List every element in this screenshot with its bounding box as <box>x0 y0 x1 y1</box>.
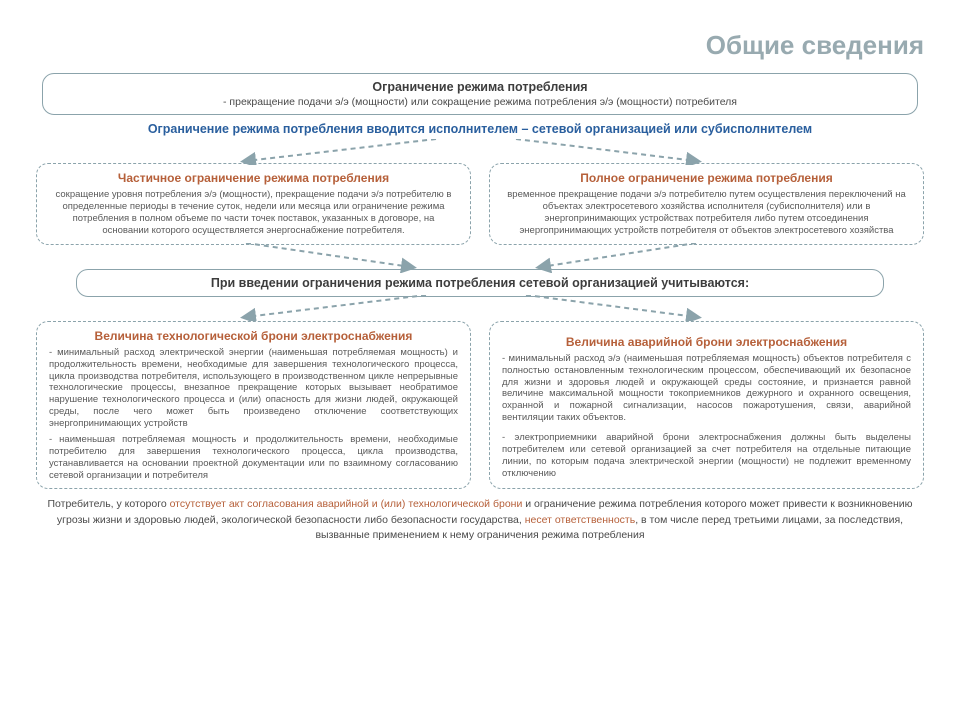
footer-note: Потребитель, у которого отсутствует акт … <box>36 497 924 543</box>
tech-p1: - минимальный расход электрической энерг… <box>49 347 458 430</box>
full-body: временное прекращение подачи э/э потреби… <box>502 189 911 237</box>
tech-p2: - наименьшая потребляемая мощность и про… <box>49 434 458 482</box>
emerg-bron-box: Величина аварийной брони электроснабжени… <box>489 321 924 490</box>
emerg-title: Величина аварийной брони электроснабжени… <box>502 335 911 350</box>
footer-h1: отсутствует акт согласования аварийной и… <box>170 498 523 510</box>
partial-body: сокращение уровня потребления э/э (мощно… <box>49 189 458 237</box>
arrow-row-1 <box>36 141 924 163</box>
arrow-converge-icon <box>76 243 876 273</box>
bar2-container: При введении ограничения режима потребле… <box>76 269 884 297</box>
bar2-text: При введении ограничения режима потребле… <box>211 276 749 290</box>
consideration-bar: При введении ограничения режима потребле… <box>76 269 884 297</box>
footer-t4: вызванные применением к нему ограничения… <box>315 529 644 541</box>
arrow-diverge-icon <box>36 295 916 321</box>
blue-subtitle: Ограничение режима потребления вводится … <box>36 121 924 137</box>
full-restriction-box: Полное ограничение режима потребления вр… <box>489 163 924 245</box>
arrow-down-left-icon <box>36 139 916 165</box>
footer-t1: Потребитель, у которого <box>48 498 170 510</box>
tech-title: Величина технологической брони электросн… <box>49 329 458 344</box>
top-definition-box: Ограничение режима потребления - прекращ… <box>42 73 918 115</box>
full-title: Полное ограничение режима потребления <box>502 171 911 186</box>
topbox-subtitle: - прекращение подачи э/э (мощности) или … <box>57 96 903 108</box>
restriction-types-row: Частичное ограничение режима потребления… <box>36 163 924 245</box>
footer-h2: несет ответственность <box>525 514 636 526</box>
arrow-row-3 <box>36 297 924 321</box>
partial-title: Частичное ограничение режима потребления <box>49 171 458 186</box>
page-title: Общие сведения <box>36 30 924 61</box>
topbox-title: Ограничение режима потребления <box>57 80 903 94</box>
emerg-p1: - минимальный расход э/э (наименьшая пот… <box>502 353 911 424</box>
bron-row: Величина технологической брони электросн… <box>36 321 924 490</box>
partial-restriction-box: Частичное ограничение режима потребления… <box>36 163 471 245</box>
emerg-p2: - электроприемники аварийной брони элект… <box>502 432 911 480</box>
tech-bron-box: Величина технологической брони электросн… <box>36 321 471 490</box>
footer-t3: , в том числе перед третьими лицами, за … <box>635 514 903 526</box>
